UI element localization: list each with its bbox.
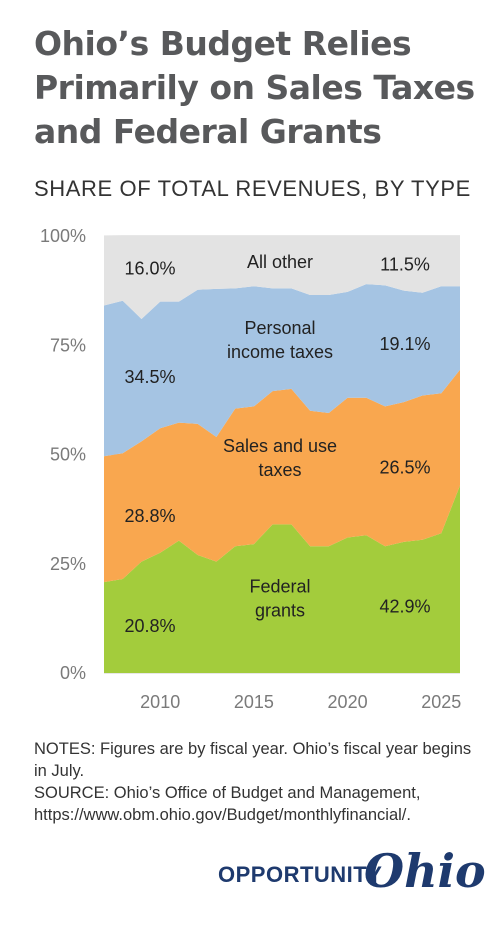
x-tick-label: 2020 xyxy=(328,692,368,712)
area-series xyxy=(104,235,460,673)
notes-text: NOTES: Figures are by fiscal year. Ohio’… xyxy=(34,740,472,780)
y-tick-label: 25% xyxy=(50,554,86,574)
y-tick-label: 50% xyxy=(50,445,86,465)
start-value-federal-grants: 20.8% xyxy=(124,616,175,636)
series-name-personal-income-taxes: Personal xyxy=(244,318,315,338)
area-all-other xyxy=(104,235,460,319)
series-name-sales-and-use-taxes: Sales and use xyxy=(223,436,337,456)
series-name-federal-grants: Federal xyxy=(249,577,310,597)
notes: NOTES: Figures are by fiscal year. Ohio’… xyxy=(34,738,484,826)
x-axis-ticks: 2010 2015 2020 2025 xyxy=(140,692,461,712)
series-name-federal-grants: grants xyxy=(255,601,305,621)
stacked-area-chart: 20.8% 42.9% Federal grants 28.8% 26.5% Sales a… xyxy=(40,226,461,712)
opportunity-ohio-logo: OPPORTUNITY Ohio xyxy=(218,844,486,906)
y-tick-label: 75% xyxy=(50,335,86,355)
end-value-all-other: 11.5% xyxy=(380,254,430,274)
series-name-personal-income-taxes: income taxes xyxy=(227,342,333,362)
x-tick-label: 2025 xyxy=(421,692,461,712)
area-federal-grants xyxy=(104,485,460,673)
y-tick-label: 100% xyxy=(40,226,86,246)
chart-title: Ohio’s Budget Relies Primarily on Sales … xyxy=(34,24,475,151)
series-labels: 20.8% 42.9% Federal grants 28.8% 26.5% Sales a… xyxy=(124,252,430,636)
x-tick-label: 2015 xyxy=(234,692,274,712)
end-value-federal-grants: 42.9% xyxy=(379,596,430,616)
logo-text-opportunity: OPPORTUNITY xyxy=(218,862,383,887)
logo-text-ohio: Ohio xyxy=(364,844,486,898)
source-text: SOURCE: Ohio’s Office of Budget and Mana… xyxy=(34,784,421,824)
y-axis-ticks: 0% 25% 50% 75% 100% xyxy=(40,226,86,683)
area-personal-income-taxes xyxy=(104,284,460,457)
start-value-sales-and-use-taxes: 28.8% xyxy=(124,506,175,526)
start-value-personal-income-taxes: 34.5% xyxy=(124,367,175,387)
end-value-sales-and-use-taxes: 26.5% xyxy=(379,458,430,478)
y-tick-label: 0% xyxy=(60,663,86,683)
x-tick-label: 2010 xyxy=(140,692,180,712)
area-sales-and-use-taxes xyxy=(104,369,460,583)
chart-subtitle: SHARE OF TOTAL REVENUES, BY TYPE xyxy=(34,176,471,201)
end-value-personal-income-taxes: 19.1% xyxy=(379,334,430,354)
series-name-all-other: All other xyxy=(247,252,313,272)
start-value-all-other: 16.0% xyxy=(124,258,175,278)
series-name-sales-and-use-taxes: taxes xyxy=(258,460,301,480)
